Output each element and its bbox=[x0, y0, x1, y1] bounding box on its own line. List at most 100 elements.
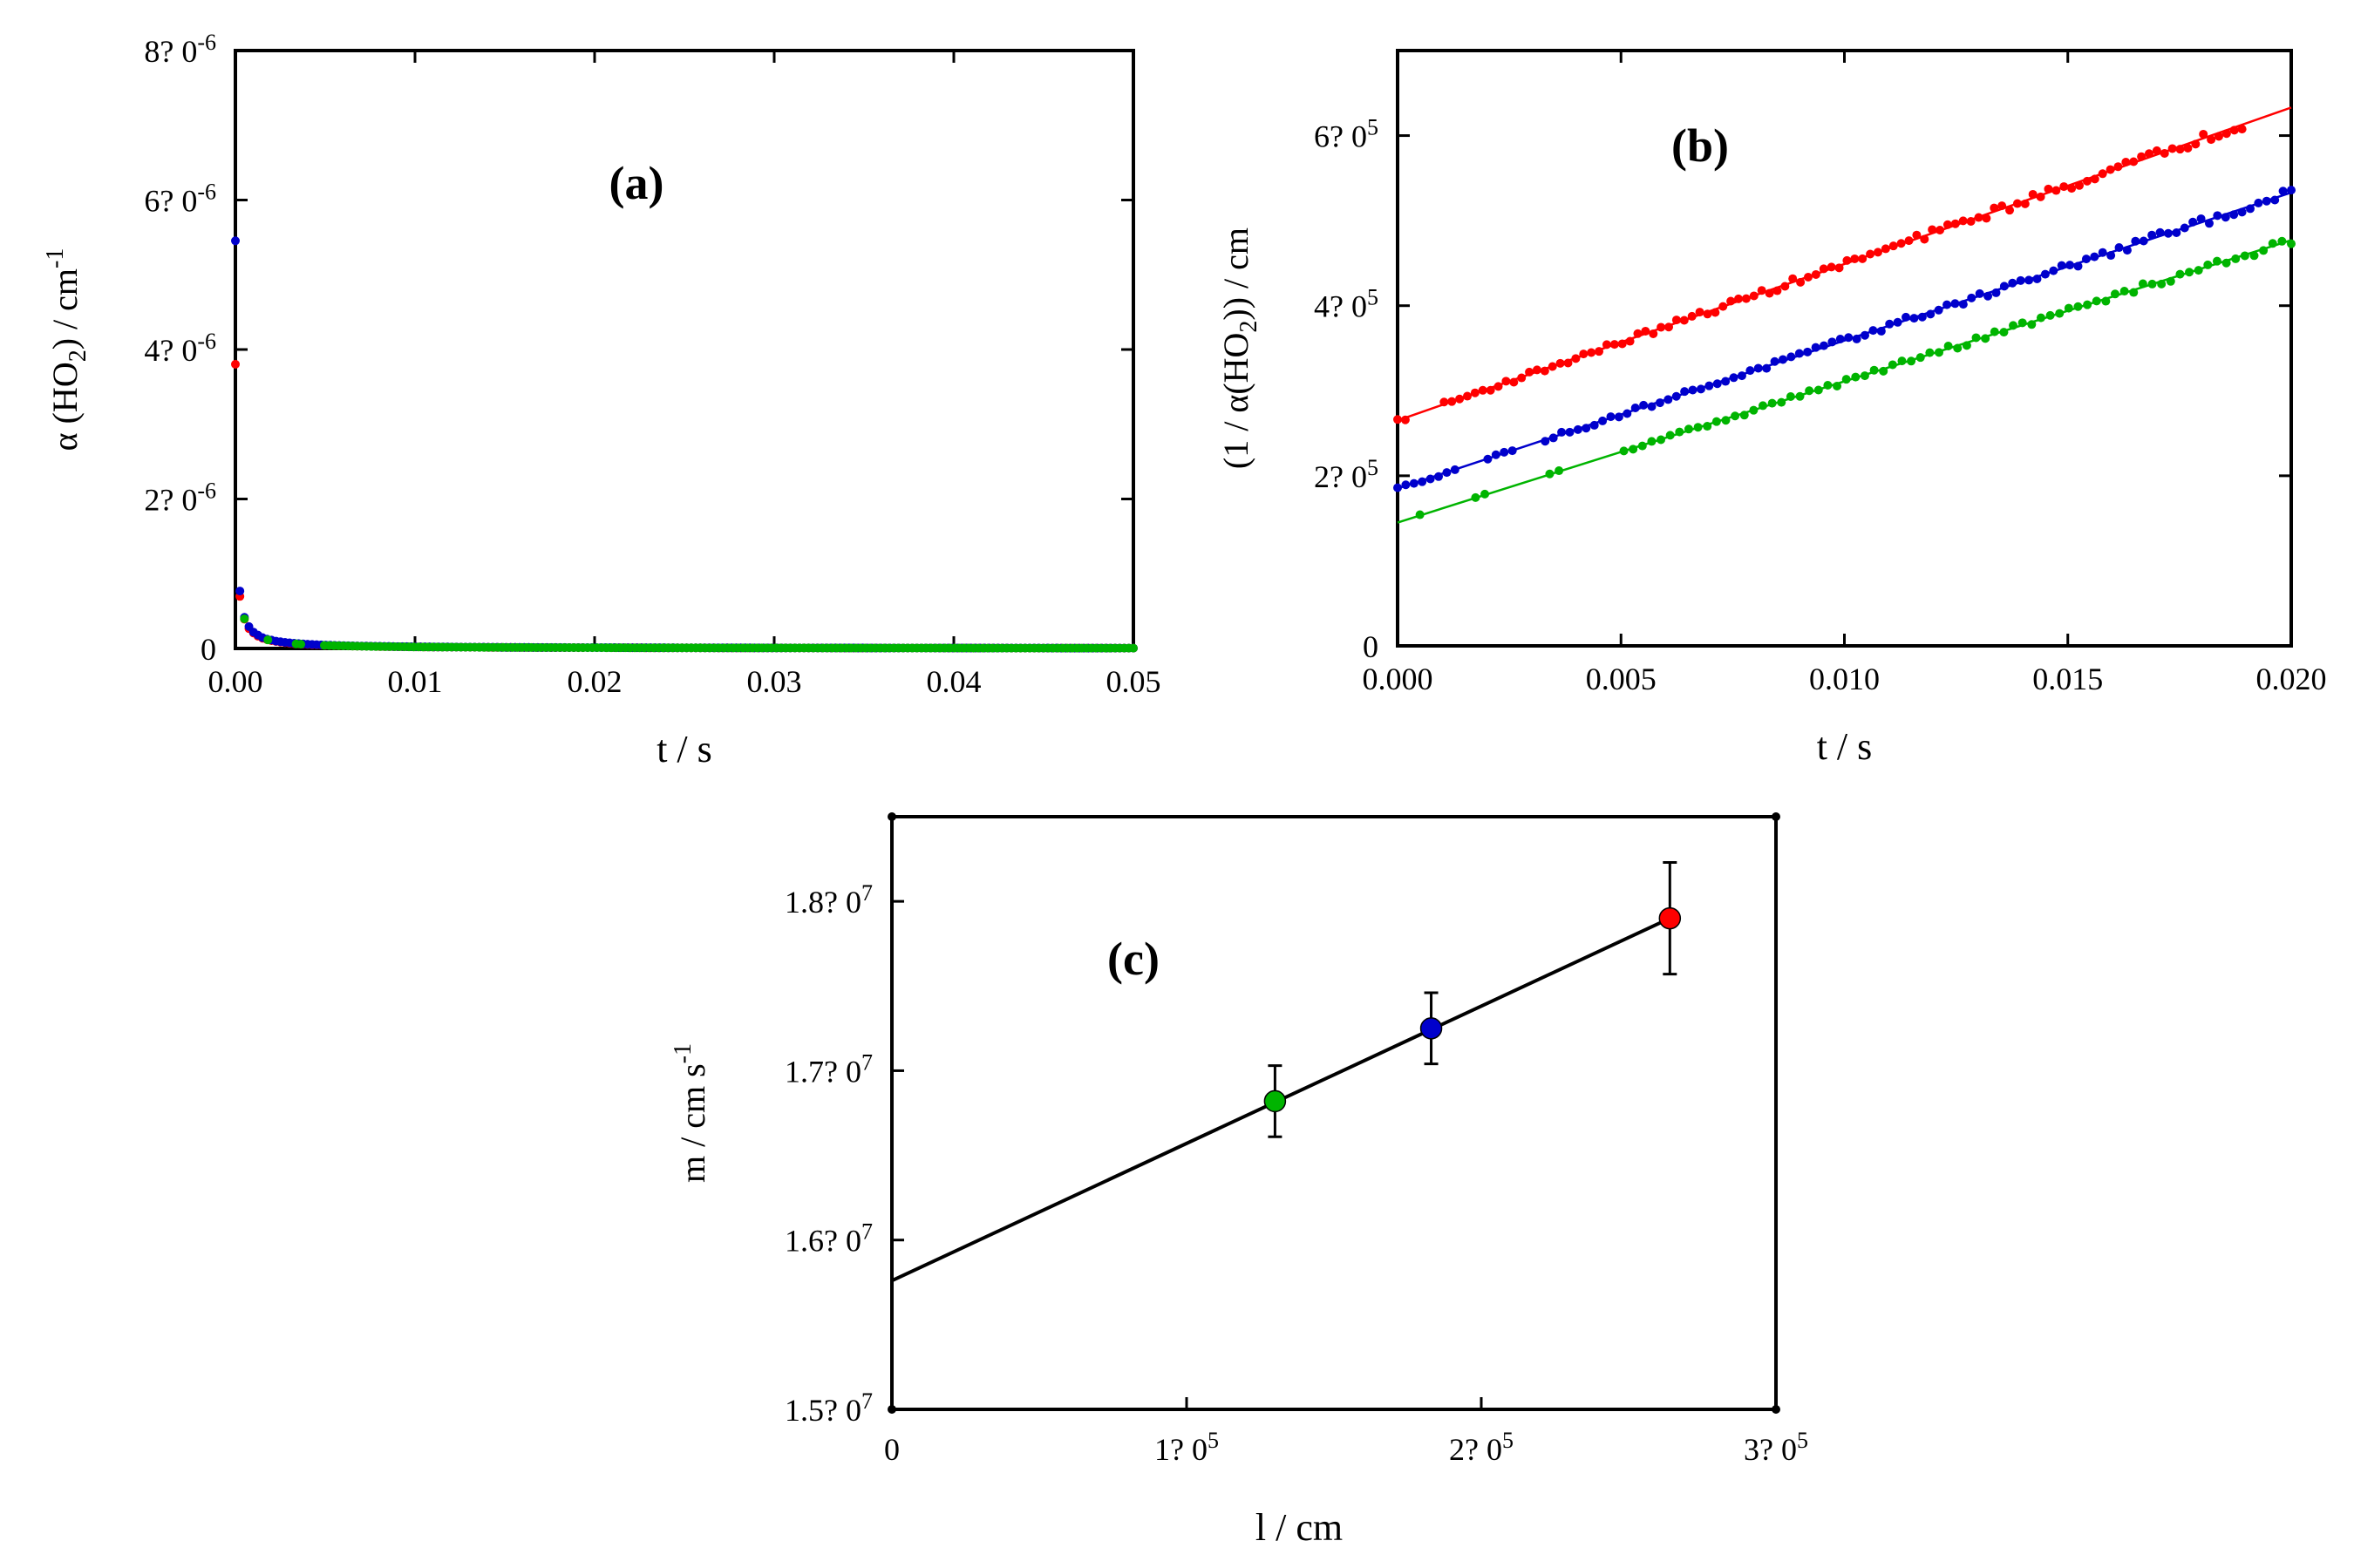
data-point-green bbox=[2221, 258, 2231, 268]
frame-corner-dot bbox=[888, 812, 896, 821]
data-point-red bbox=[2229, 126, 2239, 135]
data-point-red bbox=[1896, 239, 1906, 248]
data-point-blue bbox=[1639, 400, 1649, 410]
data-point-green bbox=[1915, 353, 1925, 363]
data-point-red bbox=[1509, 377, 1519, 387]
data-point-red bbox=[1819, 264, 1828, 274]
y-tick-label: 4? 0-6 bbox=[144, 329, 216, 368]
data-point-blue bbox=[1762, 363, 1772, 373]
data-point-green bbox=[1711, 417, 1721, 426]
data-point-red bbox=[1866, 249, 1875, 259]
x-tick-label: 1? 05 bbox=[1154, 1428, 1219, 1467]
x-tick-label: 0.01 bbox=[388, 664, 443, 699]
y-tick-label: 6? 05 bbox=[1314, 115, 1378, 154]
data-point-blue bbox=[1409, 479, 1419, 488]
data-point-red bbox=[1595, 347, 1604, 356]
data-point-green bbox=[2045, 310, 2055, 320]
data-point-red bbox=[1873, 248, 1882, 257]
data-point-green bbox=[1999, 328, 2009, 337]
data-point-red bbox=[1928, 225, 1937, 234]
data-point-green bbox=[2017, 318, 2027, 328]
data-point-red bbox=[231, 359, 240, 369]
data-point-red bbox=[1780, 282, 1790, 291]
data-point-blue bbox=[1680, 387, 1690, 397]
data-point-blue bbox=[2221, 213, 2230, 222]
data-point-green bbox=[2138, 279, 2147, 288]
plot-frame bbox=[1396, 49, 2293, 648]
data-point-blue bbox=[231, 236, 240, 246]
data-point-red bbox=[2175, 145, 2185, 154]
y-tick-label: 1.5? 07 bbox=[785, 1388, 873, 1428]
y-tick-label: 1.7? 07 bbox=[785, 1049, 873, 1089]
data-point-blue bbox=[1778, 355, 1787, 364]
data-point-red bbox=[2121, 158, 2131, 167]
panel-c: 0 1? 05 2? 05 3? 05 1.5? 07 1.6? 07 1.7? 07 1.8… bbox=[670, 812, 1808, 1549]
data-point-blue bbox=[1770, 356, 1779, 366]
data-point-red bbox=[2129, 157, 2139, 166]
panel-label: (c) bbox=[1107, 933, 1160, 985]
data-point-red bbox=[1540, 366, 1549, 376]
data-point-red bbox=[1633, 329, 1643, 338]
data-point-blue bbox=[2196, 214, 2206, 223]
data-point-blue bbox=[1589, 420, 1599, 430]
data-point-green bbox=[296, 640, 306, 649]
data-point-blue bbox=[1786, 352, 1796, 362]
data-point-blue bbox=[2229, 210, 2239, 220]
data-point-blue bbox=[1573, 424, 1582, 434]
data-point-red bbox=[1803, 272, 1813, 282]
data-point-green bbox=[1795, 391, 1805, 401]
data-point-green bbox=[1879, 366, 1888, 376]
data-point-red bbox=[1641, 326, 1650, 336]
data-point-red bbox=[1555, 358, 1565, 368]
data-point-green bbox=[1925, 348, 1935, 357]
data-point-red bbox=[2059, 182, 2069, 192]
data-point-red bbox=[1447, 397, 1457, 406]
data-point-green bbox=[1851, 372, 1861, 382]
data-point-blue bbox=[2237, 207, 2247, 217]
data-point-blue bbox=[1893, 317, 1902, 327]
data-point-red bbox=[1858, 254, 1868, 263]
data-point-green bbox=[1480, 489, 1490, 499]
data-point-red bbox=[2221, 129, 2231, 139]
data-point-green bbox=[1962, 341, 1971, 350]
data-point-blue bbox=[1688, 385, 1697, 395]
data-point-blue bbox=[1868, 326, 1878, 336]
data-point-blue bbox=[1393, 483, 1402, 492]
data-point-green bbox=[1897, 356, 1907, 366]
data-point-red bbox=[1658, 860, 1682, 976]
data-point-red bbox=[2028, 189, 2038, 199]
data-point-green bbox=[2185, 268, 2194, 277]
x-tick-label: 0.04 bbox=[927, 664, 982, 699]
data-point-blue bbox=[1630, 403, 1640, 412]
data-point-green bbox=[1833, 381, 1842, 390]
fit-line-blue bbox=[1397, 191, 2292, 490]
data-point-green bbox=[1739, 411, 1749, 420]
data-point-red bbox=[2036, 192, 2045, 201]
data-point-blue bbox=[1419, 991, 1443, 1066]
data-point-blue bbox=[1696, 384, 1705, 394]
data-point-blue bbox=[1647, 402, 1657, 411]
data-point-green bbox=[1129, 643, 1138, 653]
series-green bbox=[1397, 236, 2296, 524]
data-point-green bbox=[2073, 302, 2083, 311]
data-point-blue bbox=[1942, 300, 1952, 309]
data-point-green bbox=[1684, 424, 1693, 434]
series-blue bbox=[1393, 186, 2296, 492]
data-point-red bbox=[2067, 184, 2077, 193]
data-point-green bbox=[1981, 334, 1990, 343]
data-point-red bbox=[1904, 236, 1914, 246]
data-point-blue bbox=[1909, 314, 1919, 323]
data-point-red bbox=[1734, 294, 1744, 303]
data-point-green bbox=[1767, 398, 1777, 408]
data-point-red bbox=[1772, 286, 1782, 295]
plot-frame bbox=[234, 49, 1135, 650]
data-point-green bbox=[1869, 365, 1879, 375]
data-point-blue bbox=[2213, 211, 2222, 221]
data-point-green bbox=[1263, 1064, 1287, 1138]
data-point-red bbox=[1850, 254, 1860, 263]
data-point-red bbox=[2075, 180, 2085, 190]
x-axis-label: l / cm bbox=[1255, 1506, 1343, 1549]
data-point-red bbox=[2214, 132, 2223, 141]
data-point-green bbox=[2147, 279, 2157, 288]
